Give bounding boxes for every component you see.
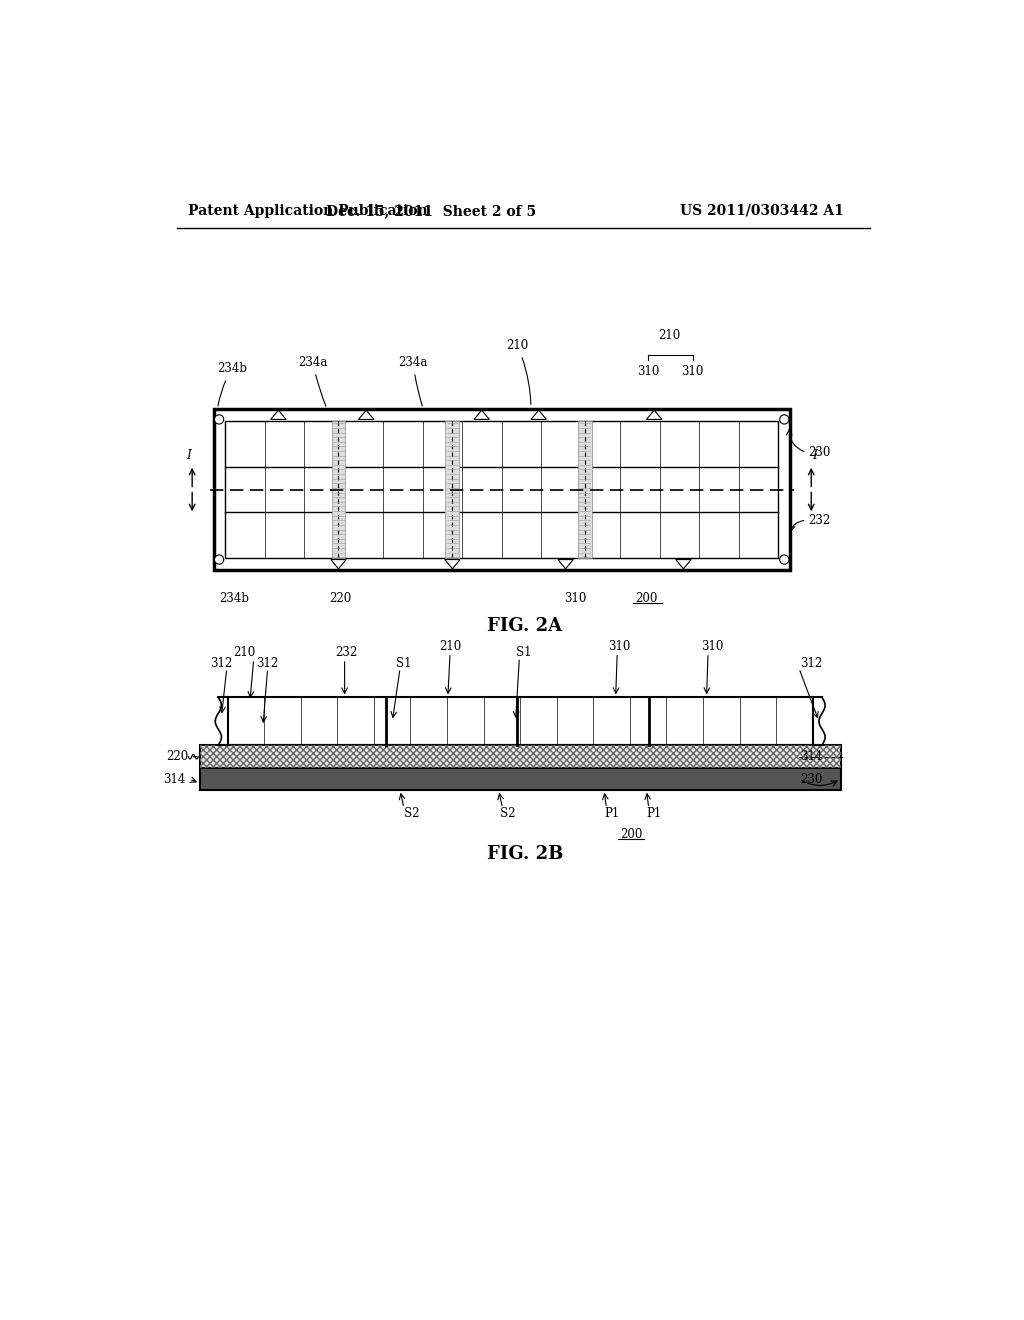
Text: 314: 314 xyxy=(801,750,823,763)
Polygon shape xyxy=(646,411,662,420)
Polygon shape xyxy=(474,411,489,420)
Text: 312: 312 xyxy=(210,656,232,669)
Text: S2: S2 xyxy=(500,807,516,820)
Bar xyxy=(578,421,592,558)
Text: 310: 310 xyxy=(700,640,723,653)
Text: 210: 210 xyxy=(439,640,461,653)
Text: FIG. 2A: FIG. 2A xyxy=(487,616,562,635)
Circle shape xyxy=(214,554,223,564)
Polygon shape xyxy=(270,411,286,420)
Bar xyxy=(200,768,841,789)
Text: Patent Application Publication: Patent Application Publication xyxy=(188,203,428,218)
Text: 312: 312 xyxy=(256,656,279,669)
Text: 314: 314 xyxy=(164,772,186,785)
Polygon shape xyxy=(358,411,374,420)
Polygon shape xyxy=(676,560,691,569)
Text: 220: 220 xyxy=(166,750,188,763)
Text: 220: 220 xyxy=(329,591,351,605)
Circle shape xyxy=(779,554,788,564)
Polygon shape xyxy=(558,560,573,569)
Text: 310: 310 xyxy=(608,640,631,653)
Bar xyxy=(214,409,790,570)
Text: Dec. 15, 2011  Sheet 2 of 5: Dec. 15, 2011 Sheet 2 of 5 xyxy=(326,203,536,218)
Text: 312: 312 xyxy=(801,656,822,669)
Text: S2: S2 xyxy=(403,807,420,820)
Text: FIG. 2B: FIG. 2B xyxy=(486,845,563,863)
Text: I: I xyxy=(813,449,817,462)
Text: 310: 310 xyxy=(682,364,703,378)
Text: 210: 210 xyxy=(506,339,530,404)
Text: P1: P1 xyxy=(604,807,620,820)
Text: 310: 310 xyxy=(637,364,659,378)
Bar xyxy=(227,697,813,744)
Text: 234a: 234a xyxy=(298,356,328,407)
Text: 234b: 234b xyxy=(219,591,249,605)
Circle shape xyxy=(214,414,223,424)
Text: 230: 230 xyxy=(801,772,823,785)
Text: S1: S1 xyxy=(396,656,412,669)
Text: I: I xyxy=(185,449,190,462)
Circle shape xyxy=(779,414,788,424)
Text: 310: 310 xyxy=(564,591,587,605)
Text: 232: 232 xyxy=(808,513,830,527)
Text: P1: P1 xyxy=(646,807,662,820)
Text: S1: S1 xyxy=(515,645,531,659)
Text: 230: 230 xyxy=(808,446,830,459)
Polygon shape xyxy=(444,560,460,569)
Bar xyxy=(225,421,778,558)
Text: 210: 210 xyxy=(233,645,256,659)
Text: 200: 200 xyxy=(635,591,657,605)
Polygon shape xyxy=(531,411,547,420)
Bar xyxy=(445,421,460,558)
Polygon shape xyxy=(331,560,346,569)
Text: 200: 200 xyxy=(620,829,642,841)
Text: 234a: 234a xyxy=(398,356,428,407)
Bar xyxy=(200,744,841,768)
Text: 232: 232 xyxy=(335,645,357,659)
Text: 210: 210 xyxy=(658,329,681,342)
Text: US 2011/0303442 A1: US 2011/0303442 A1 xyxy=(680,203,844,218)
Text: 234b: 234b xyxy=(217,363,247,407)
Bar xyxy=(332,421,345,558)
Bar xyxy=(200,744,841,768)
